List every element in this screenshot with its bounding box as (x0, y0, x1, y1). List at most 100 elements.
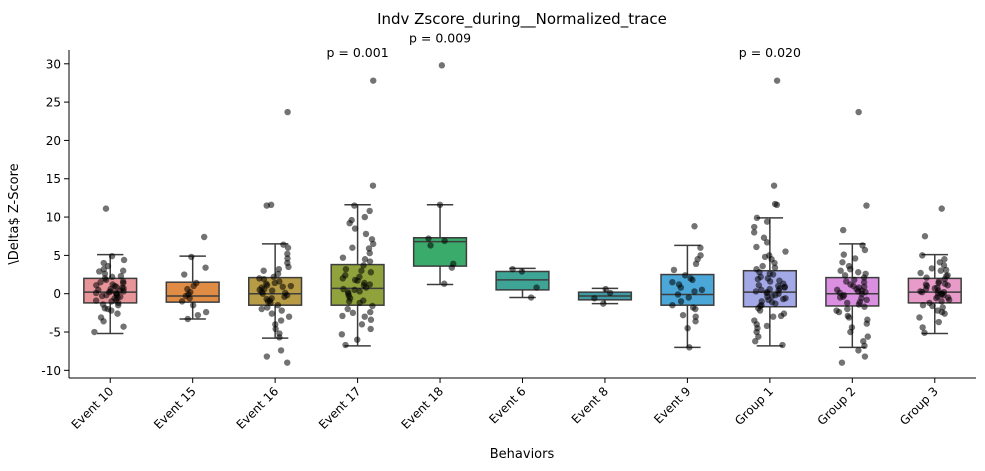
data-point (367, 269, 375, 276)
data-point (97, 314, 105, 321)
data-point (837, 267, 844, 274)
data-point (351, 225, 359, 232)
data-point (863, 202, 870, 209)
data-point (276, 330, 283, 337)
data-point (367, 308, 374, 316)
x-tick-label: Event 18 (398, 384, 446, 432)
data-point (859, 242, 866, 249)
data-point (773, 77, 781, 84)
y-tick-label: 5 (53, 249, 61, 263)
data-point (108, 252, 116, 260)
data-point (365, 245, 373, 252)
p-value-label: p = 0.020 (739, 45, 801, 60)
data-point (942, 266, 950, 274)
data-point (107, 288, 114, 295)
x-tick-label: Event 17 (316, 384, 364, 432)
x-tick-label: Event 6 (486, 384, 528, 426)
data-point (606, 289, 614, 297)
data-point (274, 301, 282, 309)
data-point (358, 267, 365, 274)
data-point (769, 313, 777, 320)
data-point (763, 218, 771, 225)
data-point (679, 311, 687, 319)
data-point (843, 278, 850, 285)
data-point (119, 278, 127, 285)
data-point (843, 299, 851, 307)
x-tick-label: Group 2 (815, 384, 859, 428)
data-point (362, 230, 370, 238)
data-point (841, 272, 849, 279)
data-point (780, 295, 787, 303)
data-point (692, 313, 699, 320)
data-point (923, 274, 930, 281)
data-point (338, 331, 346, 338)
data-point (917, 288, 924, 295)
data-point (840, 251, 848, 258)
data-point (361, 213, 368, 221)
data-point (361, 256, 369, 263)
data-point (272, 321, 279, 328)
data-point (97, 279, 104, 286)
data-point (938, 205, 945, 212)
data-point (284, 359, 291, 366)
data-point (188, 253, 195, 261)
data-point (436, 201, 444, 209)
data-point (766, 285, 773, 293)
data-point (845, 262, 853, 270)
p-value-label: p = 0.009 (409, 30, 471, 45)
plot-area (83, 62, 962, 366)
data-point (194, 311, 202, 319)
data-point (92, 297, 100, 304)
box-event-8 (577, 285, 633, 307)
data-point (369, 182, 377, 189)
data-point (361, 279, 368, 287)
data-point (184, 315, 191, 323)
data-point (771, 264, 779, 271)
data-point (844, 305, 851, 313)
data-point (109, 281, 116, 288)
data-point (356, 288, 363, 295)
data-point (862, 270, 869, 277)
data-point (681, 272, 689, 279)
data-point (861, 303, 868, 310)
data-point (100, 259, 107, 267)
data-point (340, 285, 347, 293)
data-point (935, 278, 943, 285)
data-point (938, 298, 945, 305)
data-point (782, 248, 789, 255)
data-point (838, 359, 846, 366)
data-point (120, 323, 127, 330)
data-point (684, 324, 691, 332)
data-point (779, 341, 786, 349)
x-tick-label: Event 10 (69, 384, 117, 432)
data-point (354, 336, 361, 343)
box-event-10 (83, 205, 138, 336)
data-point (342, 265, 350, 273)
data-point (936, 259, 944, 266)
data-point (349, 309, 357, 317)
data-point (91, 328, 98, 336)
data-point (425, 235, 432, 242)
box-event-17 (330, 77, 385, 349)
data-point (368, 236, 376, 243)
data-point (944, 282, 951, 289)
data-point (669, 279, 676, 286)
data-point (751, 223, 758, 231)
data-point (858, 295, 865, 302)
data-point (929, 302, 936, 310)
data-point (99, 301, 107, 308)
data-point (509, 265, 516, 273)
data-point (367, 325, 374, 333)
data-point (848, 324, 856, 331)
data-point (339, 312, 346, 320)
data-point (860, 338, 867, 345)
data-point (921, 233, 929, 240)
data-point (344, 288, 352, 296)
data-point (692, 318, 699, 325)
y-tick-label: 15 (46, 172, 61, 186)
data-point (771, 200, 779, 208)
data-point (833, 307, 840, 314)
data-point (361, 313, 368, 320)
data-point (351, 202, 358, 209)
